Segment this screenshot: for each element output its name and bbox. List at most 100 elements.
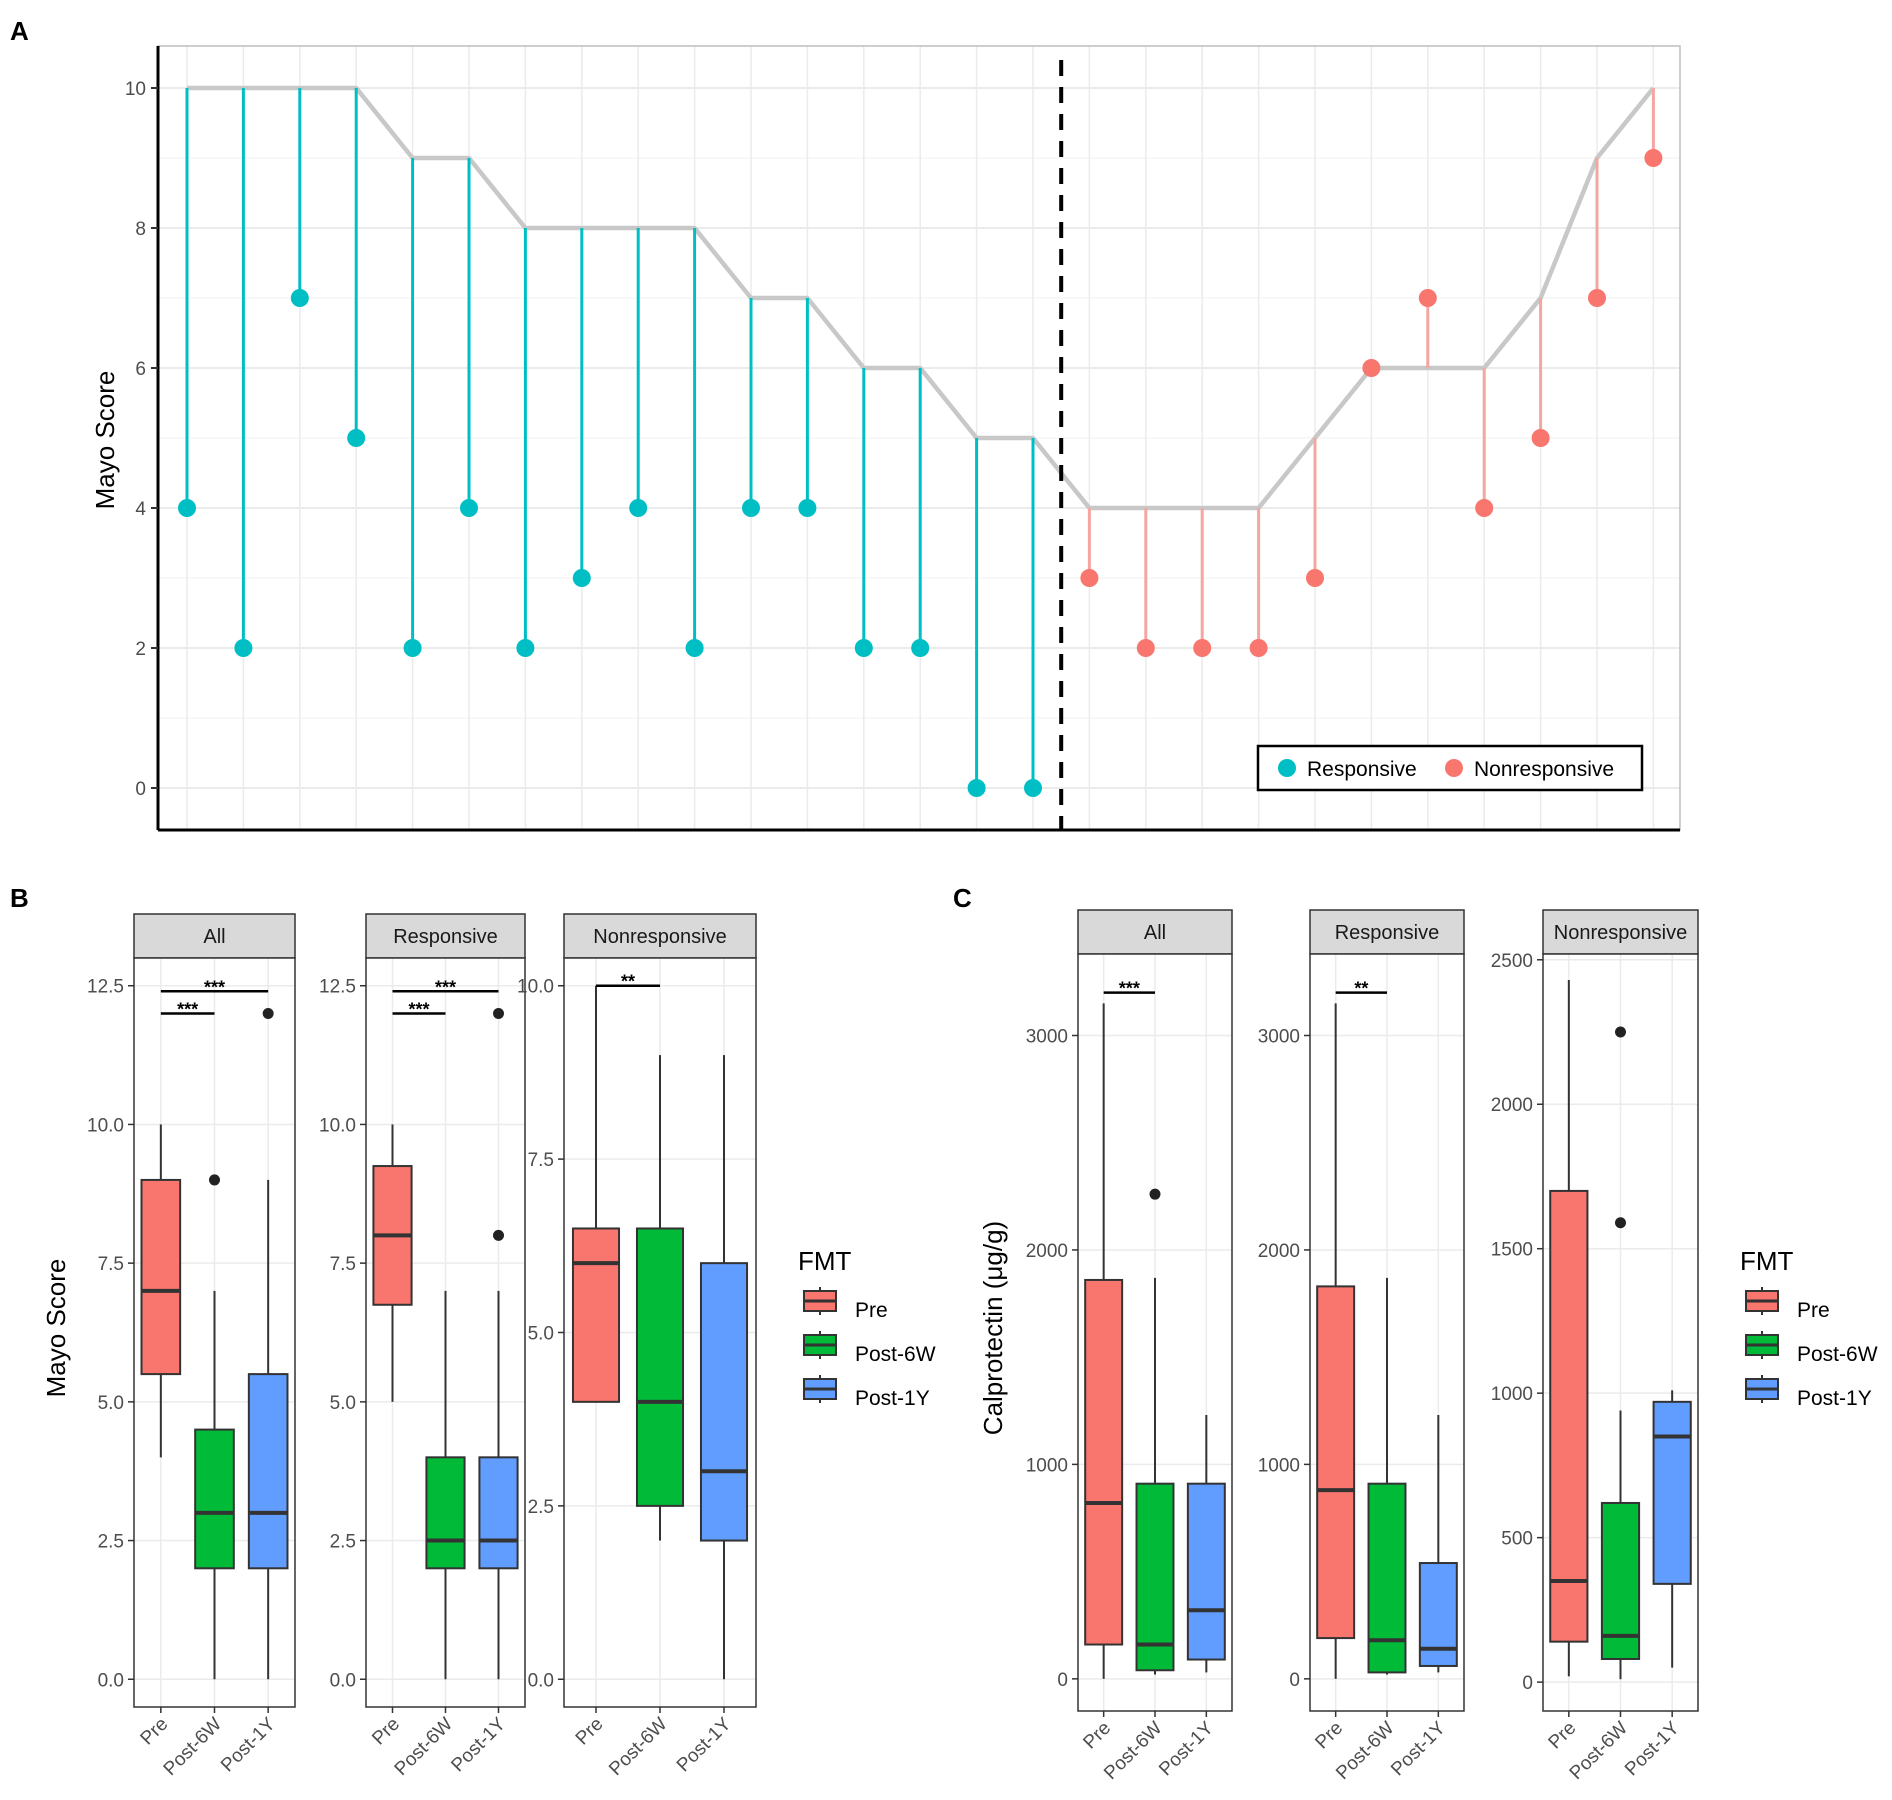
facet-border xyxy=(563,957,757,1708)
panel-b-legend: FMT Pre Post-6W Post-1Y xyxy=(798,1246,936,1410)
legend-swatch-post-1y xyxy=(1745,1375,1779,1403)
legend-swatch-post-6w xyxy=(803,1331,837,1359)
box-outlier xyxy=(262,1007,274,1019)
panel-a-point-nonresponsive xyxy=(1193,639,1212,657)
panel-c-legend-post6w: Post-6W xyxy=(1797,1343,1878,1366)
panel-label-a: A xyxy=(10,16,29,46)
facet-xtick-label: Pre xyxy=(368,1714,404,1750)
legend-responsive-swatch xyxy=(1278,759,1296,777)
facet-ytick-label: 3000 xyxy=(1258,1026,1300,1047)
box-outlier xyxy=(1615,1217,1626,1229)
facet-ytick-label: 2500 xyxy=(1491,951,1533,972)
box-outlier xyxy=(493,1229,504,1241)
facet-ytick-label: 5.0 xyxy=(330,1393,356,1414)
legend-responsive-label: Responsive xyxy=(1307,758,1417,781)
panel-a-point-nonresponsive xyxy=(1475,499,1494,517)
facet-xtick-label: Post-6W xyxy=(160,1714,226,1780)
box-iqr-pre xyxy=(1084,1278,1124,1646)
panel-a-legend: Responsive Nonresponsive xyxy=(1256,744,1644,792)
legend-swatch-pre xyxy=(1745,1287,1779,1315)
panel-a-point-responsive xyxy=(1024,779,1042,797)
facet-border xyxy=(1542,953,1699,1712)
panel-a-point-responsive xyxy=(742,499,760,517)
panel-a-ytick-label: 2 xyxy=(135,639,146,660)
box-iqr-post-1y xyxy=(478,1456,519,1570)
significance-label: *** xyxy=(204,977,225,997)
panel-b-ylabel: Mayo Score xyxy=(41,1259,71,1398)
facet-xtick-label: Post-1Y xyxy=(1155,1717,1218,1780)
facet-strip xyxy=(1542,909,1699,955)
panel-a-point-responsive xyxy=(347,429,366,447)
facet-xtick-label: Post-1Y xyxy=(447,1713,510,1776)
panel-a-point-responsive xyxy=(290,289,309,307)
legend-swatch-post-1y xyxy=(803,1375,837,1403)
facet-strip-label: All xyxy=(203,926,225,948)
panel-a-point-responsive xyxy=(911,639,930,657)
facet-xtick-label: Post-1Y xyxy=(217,1713,280,1776)
facet-ytick-label: 0 xyxy=(1057,1670,1068,1691)
facet-ytick-label: 0 xyxy=(1289,1670,1300,1691)
panel-c-legend-pre: Pre xyxy=(1797,1299,1830,1322)
legend-swatch-post-6w xyxy=(1745,1331,1779,1359)
panel-a-point-nonresponsive xyxy=(1418,289,1437,307)
facet-border xyxy=(133,957,296,1708)
facet-xtick-label: Pre xyxy=(137,1714,173,1750)
panel-a-point-responsive xyxy=(572,569,591,587)
box-iqr-pre xyxy=(140,1178,182,1376)
facet-strip-label: Responsive xyxy=(393,926,498,948)
facet-xtick-label: Post-6W xyxy=(605,1714,671,1780)
facet-xtick-label: Post-1Y xyxy=(1387,1717,1450,1780)
panel-a-point-nonresponsive xyxy=(1080,569,1099,587)
panel-a-point-nonresponsive xyxy=(1362,359,1381,377)
facet-ytick-label: 3000 xyxy=(1026,1026,1068,1047)
box-outlier xyxy=(493,1007,504,1019)
panel-a-ytick-label: 10 xyxy=(125,79,146,100)
facet-ytick-label: 7.5 xyxy=(98,1254,124,1275)
legend-swatch-pre xyxy=(803,1287,837,1315)
panel-a-point-nonresponsive xyxy=(1249,639,1268,657)
legend-nonresponsive-swatch xyxy=(1445,759,1463,777)
facet-xtick-label: Pre xyxy=(1311,1718,1347,1754)
facet-ytick-label: 10.0 xyxy=(517,977,554,998)
panel-a-point-nonresponsive xyxy=(1588,289,1606,307)
facet-ytick-label: 12.5 xyxy=(319,977,356,998)
box-iqr-pre xyxy=(1549,1189,1589,1643)
panel-a-point-responsive xyxy=(234,639,253,657)
facet-ytick-label: 1000 xyxy=(1258,1455,1300,1476)
facet-xtick-label: Pre xyxy=(1079,1718,1115,1754)
box-iqr-post-6w xyxy=(635,1227,685,1507)
facet-ytick-label: 10.0 xyxy=(319,1115,356,1136)
facet-strip xyxy=(1077,909,1233,955)
facet-ytick-label: 2.5 xyxy=(330,1532,356,1553)
facet-strip-label: All xyxy=(1144,922,1166,944)
box-iqr-post-6w xyxy=(425,1456,466,1570)
panel-a-point-responsive xyxy=(854,639,873,657)
box-outlier xyxy=(209,1174,220,1186)
facet-strip-label: Nonresponsive xyxy=(593,926,726,948)
facet-ytick-label: 0.0 xyxy=(528,1670,554,1691)
significance-label: *** xyxy=(1119,979,1140,999)
facet-xtick-label: Pre xyxy=(1545,1718,1581,1754)
significance-label: ** xyxy=(1354,979,1368,999)
box-iqr-post-6w xyxy=(1135,1482,1175,1672)
panel-a-point-nonresponsive xyxy=(1306,569,1324,587)
facet-ytick-label: 10.0 xyxy=(87,1115,124,1136)
panel-a-point-responsive xyxy=(403,639,422,657)
facet-ytick-label: 2000 xyxy=(1026,1241,1068,1262)
facet-ytick-label: 12.5 xyxy=(87,977,124,998)
facet-ytick-label: 2.5 xyxy=(528,1497,554,1518)
box-iqr-post-1y xyxy=(1186,1482,1226,1661)
significance-label: *** xyxy=(177,999,198,1019)
facet-ytick-label: 1000 xyxy=(1491,1384,1533,1405)
panel-b-legend-pre: Pre xyxy=(855,1299,888,1322)
box-outlier xyxy=(1149,1188,1161,1200)
panel-c-legend-title: FMT xyxy=(1740,1246,1794,1276)
facet-ytick-label: 2000 xyxy=(1258,1241,1300,1262)
panel-a-point-nonresponsive xyxy=(1531,429,1550,447)
facet-strip-label: Nonresponsive xyxy=(1554,922,1687,944)
panel-a-point-responsive xyxy=(967,779,986,797)
panel-c-boxplot: Calprotectin (μg/g) All0100020003000PreP… xyxy=(978,909,1878,1784)
facet-strip xyxy=(563,913,757,959)
panel-a-point-responsive xyxy=(460,499,478,517)
